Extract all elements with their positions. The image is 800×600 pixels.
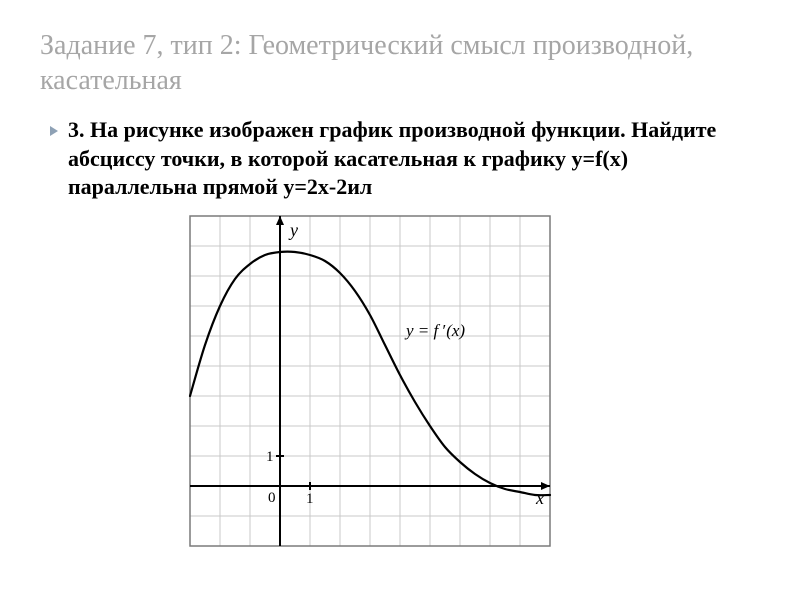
svg-text:y: y <box>288 220 298 240</box>
slide-title: Задание 7, тип 2: Геометрический смысл п… <box>40 28 760 98</box>
svg-text:1: 1 <box>306 491 314 507</box>
problem-body: На рисунке изображен график производной … <box>68 117 716 199</box>
problem-number: 3. <box>68 117 85 142</box>
svg-text:x: x <box>535 488 544 508</box>
svg-text:y = f ′(x): y = f ′(x) <box>404 321 465 340</box>
svg-text:0: 0 <box>268 490 276 506</box>
bullet-icon <box>48 125 60 137</box>
derivative-chart: y x 0 1 1 y = f ′(x) <box>180 206 760 561</box>
svg-text:1: 1 <box>266 449 274 465</box>
problem-text: 3. На рисунке изображен график производн… <box>68 116 760 202</box>
